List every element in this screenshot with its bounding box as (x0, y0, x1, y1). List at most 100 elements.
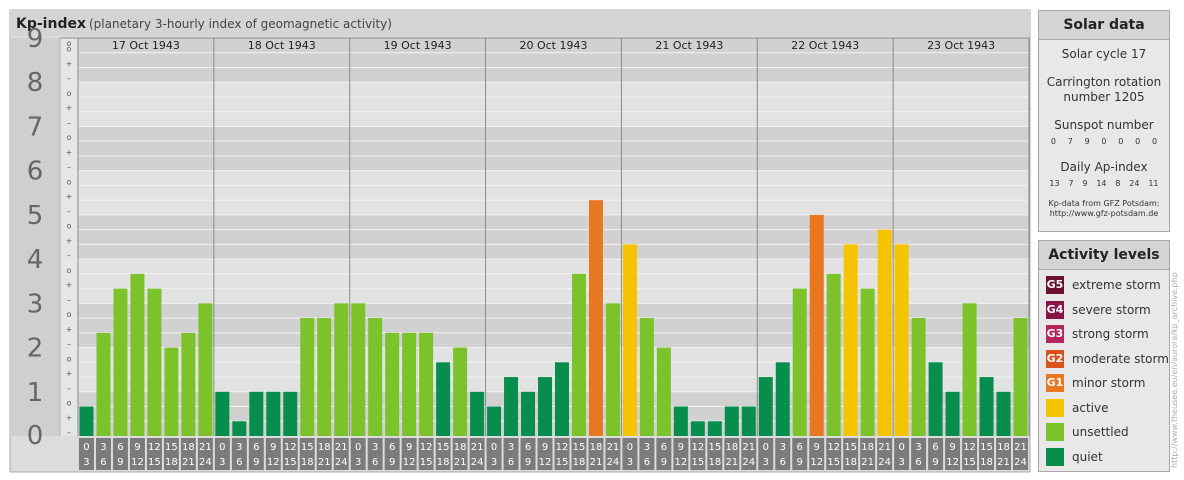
hour-end-label: 18 (573, 457, 586, 468)
kp-bar (707, 421, 722, 436)
legend-item-unsettled: unsettled (1046, 420, 1169, 445)
hour-end-label: 24 (335, 457, 348, 468)
legend-item-g5: G5 extreme storm (1046, 273, 1169, 298)
hour-end-label: 9 (117, 457, 123, 468)
hour-start-label: 21 (607, 442, 620, 453)
hour-label-box (724, 438, 740, 470)
chart-header (10, 10, 1030, 36)
hour-end-label: 12 (674, 457, 687, 468)
hour-label-box (146, 438, 162, 470)
ap-value: 14 (1096, 179, 1107, 188)
hour-end-label: 12 (131, 457, 144, 468)
hour-start-label: 12 (827, 442, 840, 453)
activity-levels-panel: Activity levels G5 extreme storm G4 severe… (1038, 240, 1170, 472)
sunspot-value: 0 (1101, 137, 1107, 146)
minor-tick-mark: o (67, 399, 72, 408)
legend-label: moderate storm (1072, 351, 1169, 366)
hour-label-box (622, 438, 638, 470)
sunspot-value: 0 (1151, 137, 1158, 146)
legend-swatch (1046, 423, 1064, 442)
legend-item-g4: G4 severe storm (1046, 298, 1169, 323)
hour-label-box (639, 438, 655, 470)
kp-bar (877, 229, 892, 436)
source-line-2: http://www.gfz-potsdam.de (1049, 209, 1159, 218)
minor-tick-mark: + (66, 148, 73, 157)
legend-item-g1: G1 minor storm (1046, 371, 1169, 396)
day-label: 22 Oct 1943 (791, 39, 859, 52)
y-tick-label: 6 (27, 157, 44, 187)
legend-item-g3: G3 strong storm (1046, 322, 1169, 347)
kp-bar (113, 288, 128, 436)
chart-title: Kp-index (16, 16, 86, 32)
kp-bar (368, 318, 383, 436)
hour-end-label: 21 (590, 457, 603, 468)
hour-label-box (979, 438, 995, 470)
kp-bar (911, 318, 926, 436)
hour-label-box (486, 438, 502, 470)
hour-label-box (588, 438, 604, 470)
hour-label-box (928, 438, 944, 470)
hour-label-box (265, 438, 281, 470)
minor-tick-mark: + (66, 59, 73, 68)
hour-start-label: 21 (199, 442, 212, 453)
kp-bar (198, 303, 213, 436)
hour-label-box (792, 438, 808, 470)
solar-data-title: Solar data (1039, 11, 1169, 40)
hour-end-label: 15 (827, 457, 840, 468)
hour-label-box (231, 438, 247, 470)
hour-start-label: 6 (525, 442, 531, 453)
ap-value: 13 (1049, 179, 1060, 188)
hour-end-label: 18 (844, 457, 857, 468)
kp-bar (605, 303, 620, 436)
day-label: 23 Oct 1943 (927, 39, 995, 52)
hour-start-label: 21 (878, 442, 891, 453)
minor-tick-mark: o (67, 133, 72, 142)
hour-end-label: 15 (963, 457, 976, 468)
hour-end-label: 24 (878, 457, 891, 468)
ap-value: 9 (1082, 179, 1088, 188)
hour-end-label: 6 (100, 457, 106, 468)
kp-bar (741, 406, 756, 436)
hour-label-box (112, 438, 128, 470)
hour-label-box (452, 438, 468, 470)
minor-tick-mark: + (66, 236, 73, 245)
legend-swatch: G1 (1046, 374, 1064, 393)
hour-label-box (826, 438, 842, 470)
minor-tick-mark: o (67, 39, 72, 48)
minor-tick-mark: – (67, 251, 71, 260)
solar-data-panel: Solar data Solar cycle 17 Carrington rot… (1038, 10, 1170, 232)
hour-label-box (384, 438, 400, 470)
day-label: 17 Oct 1943 (112, 39, 180, 52)
hour-start-label: 0 (83, 442, 89, 453)
activity-levels-title: Activity levels (1039, 241, 1169, 270)
sunspot-label: Sunspot number (1054, 118, 1154, 132)
minor-mark-column (60, 38, 78, 436)
kp-bar (758, 377, 773, 436)
sunspot-value: 0 (1050, 137, 1056, 146)
y-tick-label: 7 (27, 112, 44, 142)
y-label-column (10, 38, 60, 436)
hour-label-box (299, 438, 315, 470)
hour-start-label: 21 (471, 442, 484, 453)
hour-label-box (554, 438, 570, 470)
minor-tick-mark: o (67, 89, 72, 98)
hour-end-label: 21 (997, 457, 1010, 468)
kp-bar (79, 406, 94, 436)
hour-end-label: 9 (932, 457, 938, 468)
kp-bar (419, 332, 434, 436)
hour-start-label: 6 (389, 442, 395, 453)
level-band (10, 391, 1029, 436)
kp-bar (453, 347, 468, 436)
ap-index-label: Daily Ap-index (1060, 160, 1148, 174)
hour-end-label: 24 (607, 457, 620, 468)
hour-start-label: 0 (627, 442, 633, 453)
legend-label: unsettled (1072, 425, 1129, 440)
y-tick-label: 4 (27, 245, 44, 275)
level-band (10, 170, 1029, 215)
hour-label-box (350, 438, 366, 470)
hour-end-label: 6 (780, 457, 786, 468)
hour-start-label: 6 (797, 442, 803, 453)
legend-swatch (1046, 398, 1064, 417)
kp-bar (385, 332, 400, 436)
hour-start-label: 0 (219, 442, 225, 453)
